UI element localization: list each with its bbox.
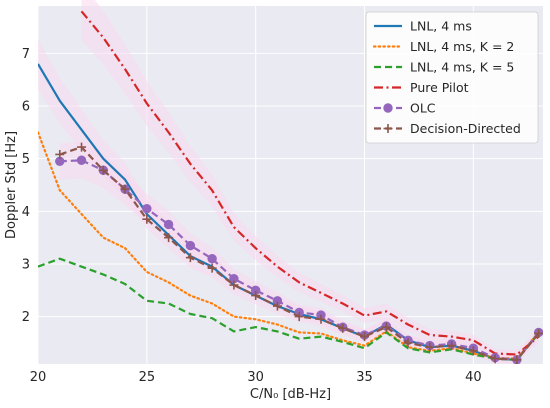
y-tick-label: 3 [22, 257, 30, 272]
point-decision-directed [120, 184, 130, 194]
point-olc [76, 155, 87, 165]
series-lnl-4-ms-k-2 [38, 131, 540, 360]
x-tick-label: 20 [30, 370, 47, 385]
legend: LNL, 4 ms LNL, 4 ms, K = 2 LNL, 4 ms, K = … [365, 11, 539, 144]
point-decision-directed [55, 149, 65, 159]
line-lnl-4-ms-k-2 [38, 131, 540, 360]
x-axis-ticks: 20 25 30 35 40 [30, 370, 482, 385]
y-tick-label: 5 [22, 152, 30, 167]
x-axis-label: C/N₀ [dB-Hz] [250, 387, 331, 402]
point-decision-directed [360, 332, 370, 342]
legend-marker [383, 103, 393, 113]
legend-item-lnl-4-ms-k-2: LNL, 4 ms, K = 2 [372, 39, 514, 54]
line-pure-pilot [80, 10, 540, 356]
point-olc [163, 219, 174, 230]
legend-label: LNL, 4 ms, K = 2 [410, 39, 514, 54]
legend-label: Pure Pilot [410, 80, 469, 95]
point-olc [207, 254, 217, 264]
point-decision-directed [164, 233, 174, 243]
point-decision-directed [142, 214, 152, 224]
point-decision-directed [534, 328, 543, 338]
point-olc [185, 240, 196, 251]
legend-frame [365, 11, 539, 144]
point-decision-directed [294, 312, 304, 322]
legend-item-olc: OLC [374, 101, 436, 116]
point-decision-directed [316, 314, 326, 324]
point-decision-directed [381, 322, 391, 332]
point-decision-directed [447, 341, 457, 351]
legend-label: LNL, 4 ms, K = 5 [410, 60, 514, 75]
legend-label: Decision-Directed [410, 121, 521, 136]
point-decision-directed [403, 338, 413, 348]
y-axis-ticks: 2 3 4 5 6 7 [22, 47, 30, 325]
point-decision-directed [251, 291, 261, 301]
point-decision-directed [512, 355, 522, 364]
point-decision-directed [490, 354, 500, 364]
x-tick-label: 35 [356, 370, 373, 385]
series-lines [38, 10, 543, 364]
series-pure-pilot [80, 10, 540, 356]
x-tick-label: 30 [247, 370, 264, 385]
point-decision-directed [338, 323, 348, 333]
y-tick-label: 7 [22, 47, 30, 62]
legend-label: OLC [410, 101, 436, 116]
y-tick-label: 6 [22, 100, 30, 115]
legend-item-pure-pilot: Pure Pilot [374, 80, 469, 95]
legend-item-lnl-4-ms-k-5: LNL, 4 ms, K = 5 [374, 60, 514, 75]
y-axis-label: Doppler Std [Hz] [4, 131, 19, 239]
point-olc [142, 203, 152, 214]
point-decision-directed [77, 142, 87, 152]
line-lnl-4-ms-k-5 [38, 257, 540, 361]
legend-label: LNL, 4 ms [410, 19, 472, 34]
legend-marker [383, 124, 393, 133]
y-tick-label: 2 [22, 310, 30, 325]
x-tick-label: 40 [465, 370, 482, 385]
x-tick-label: 25 [139, 370, 156, 385]
point-decision-directed [229, 280, 239, 290]
y-tick-label: 4 [22, 205, 30, 220]
point-decision-directed [425, 342, 435, 352]
point-decision-directed [185, 253, 195, 263]
point-decision-directed [207, 263, 217, 273]
point-decision-directed [98, 165, 108, 175]
series-decision-directed [55, 142, 543, 364]
point-decision-directed [468, 346, 478, 356]
series-lnl-4-ms-k-5 [38, 257, 540, 361]
point-decision-directed [272, 301, 282, 311]
legend-item-lnl-4-ms: LNL, 4 ms [374, 19, 472, 34]
legend-item-decision-directed: Decision-Directed [374, 121, 521, 136]
